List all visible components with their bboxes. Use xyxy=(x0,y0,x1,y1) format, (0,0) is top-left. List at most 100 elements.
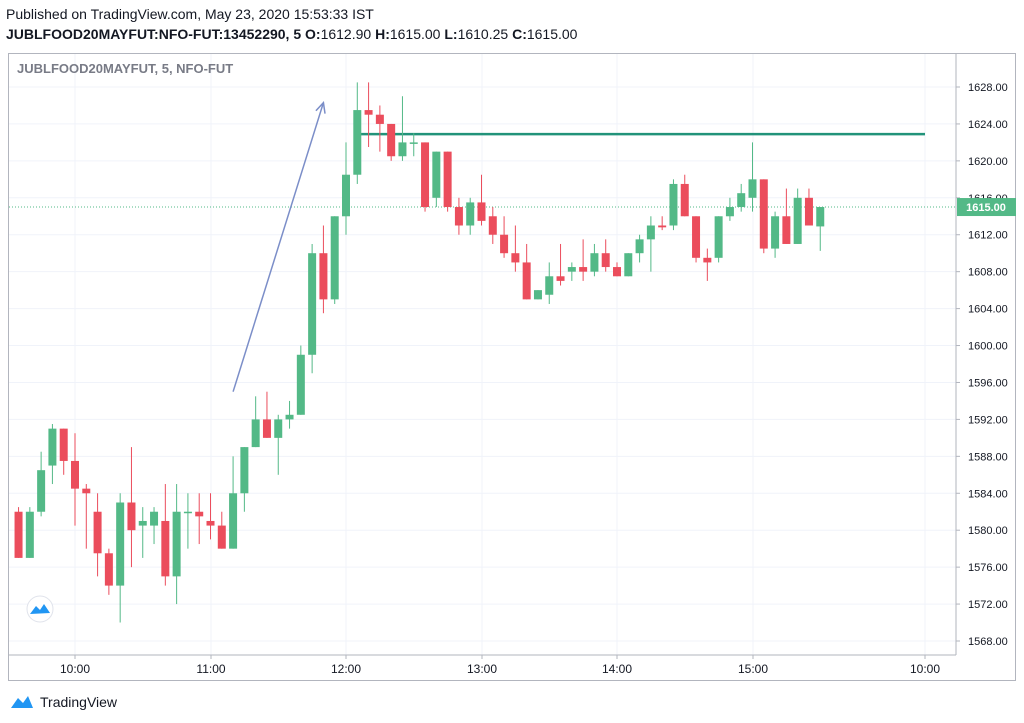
candle-body xyxy=(375,114,384,124)
time-axis[interactable]: 10:00 11:00 12:00 13:00 14:00 15:00 10:00 xyxy=(9,654,956,676)
y-tick-label: 1604.00 xyxy=(968,304,1008,316)
candle-body xyxy=(804,197,813,226)
candle xyxy=(556,243,565,286)
x-tick-label: 10:00 xyxy=(60,662,90,676)
candle xyxy=(533,290,542,300)
candle-body xyxy=(71,460,79,489)
candle xyxy=(725,197,734,221)
candle-body xyxy=(658,225,667,228)
y-tick-label: 1624.00 xyxy=(968,119,1008,131)
candle-body xyxy=(771,216,780,249)
candle xyxy=(477,174,486,226)
candle-body xyxy=(624,253,633,277)
series-legend: JUBLFOOD20MAYFUT, 5, NFO-FUT xyxy=(17,61,233,76)
candle xyxy=(421,142,430,212)
candles xyxy=(14,82,825,623)
y-tick-label: 1612.00 xyxy=(968,230,1008,242)
candle xyxy=(172,484,181,605)
candle xyxy=(771,211,780,258)
candle-body xyxy=(522,262,531,300)
candle xyxy=(646,216,655,272)
candle-body xyxy=(398,142,407,157)
candle xyxy=(613,262,621,277)
candle xyxy=(48,424,57,485)
close-value: 1615.00 xyxy=(526,26,578,42)
candle xyxy=(737,183,746,212)
open-label: O: xyxy=(305,26,321,42)
candle xyxy=(375,105,384,152)
candle xyxy=(658,216,667,231)
candle-body xyxy=(319,253,328,300)
candle-body xyxy=(195,511,204,517)
candle-body xyxy=(511,253,520,263)
candle-body xyxy=(183,511,192,514)
candle-body xyxy=(127,502,136,531)
low-label: L: xyxy=(444,26,458,42)
x-tick-label: 12:00 xyxy=(331,662,361,676)
candle xyxy=(443,151,452,212)
y-tick-label: 1600.00 xyxy=(968,341,1008,353)
candle xyxy=(353,82,362,184)
candle xyxy=(330,216,339,304)
candlestick-chart[interactable]: 1628.001624.001620.001616.001612.001608.… xyxy=(0,0,1024,690)
symbol-line: JUBLFOOD20MAYFUT:NFO-FUT:13452290, 5 xyxy=(6,26,302,42)
trend-arrow-line[interactable] xyxy=(232,102,325,392)
candle-body xyxy=(725,207,734,217)
candle xyxy=(206,493,215,540)
candle-body xyxy=(251,419,260,448)
candle-body xyxy=(793,197,802,244)
candle-body xyxy=(59,428,68,461)
candle xyxy=(500,216,509,258)
candle-body xyxy=(93,511,102,554)
candle-body xyxy=(477,202,486,221)
close-label: C: xyxy=(512,26,527,42)
x-tick-label: 13:00 xyxy=(467,662,497,676)
candle xyxy=(229,456,238,549)
candle-body xyxy=(443,151,452,208)
tradingview-badge-icon[interactable] xyxy=(26,595,54,623)
candle-body xyxy=(308,253,317,355)
candle xyxy=(127,447,136,568)
candle-body xyxy=(748,179,757,198)
last-price-tag xyxy=(957,198,1016,217)
candle xyxy=(161,484,170,586)
y-tick-label: 1584.00 xyxy=(968,488,1008,500)
candle-body xyxy=(703,257,712,263)
candle xyxy=(387,123,396,161)
candle xyxy=(364,82,373,148)
candle xyxy=(432,151,441,208)
candle xyxy=(511,225,520,272)
x-tick-label: 11:00 xyxy=(196,662,225,676)
candle-body xyxy=(274,419,283,438)
candle xyxy=(285,400,294,429)
price-axis[interactable]: 1628.001624.001620.001616.001612.001608.… xyxy=(955,54,1016,655)
candle xyxy=(409,133,418,157)
candle xyxy=(692,216,701,263)
candle xyxy=(138,507,147,558)
candle-body xyxy=(590,253,599,272)
open-value: 1612.90 xyxy=(320,26,372,42)
candle xyxy=(25,507,34,558)
candle-body xyxy=(782,216,791,244)
candle xyxy=(342,142,350,235)
candle-body xyxy=(14,511,23,558)
candle-body xyxy=(692,216,701,258)
candle-body xyxy=(421,142,430,208)
candle xyxy=(488,207,497,244)
y-tick-label: 1588.00 xyxy=(968,451,1008,463)
y-tick-label: 1576.00 xyxy=(968,562,1008,574)
candle-body xyxy=(646,225,655,240)
candle-body xyxy=(533,290,542,300)
footer-brand: TradingView xyxy=(40,694,118,710)
grid xyxy=(9,54,956,655)
candle xyxy=(195,493,204,545)
x-tick-label: 10:00 xyxy=(910,662,940,676)
y-tick-label: 1592.00 xyxy=(968,414,1008,426)
candle xyxy=(150,507,159,545)
candle xyxy=(748,142,757,212)
candle xyxy=(680,174,689,217)
x-tick-label: 15:00 xyxy=(738,662,768,676)
high-label: H: xyxy=(375,26,390,42)
candle xyxy=(635,234,644,263)
candle xyxy=(82,484,91,549)
